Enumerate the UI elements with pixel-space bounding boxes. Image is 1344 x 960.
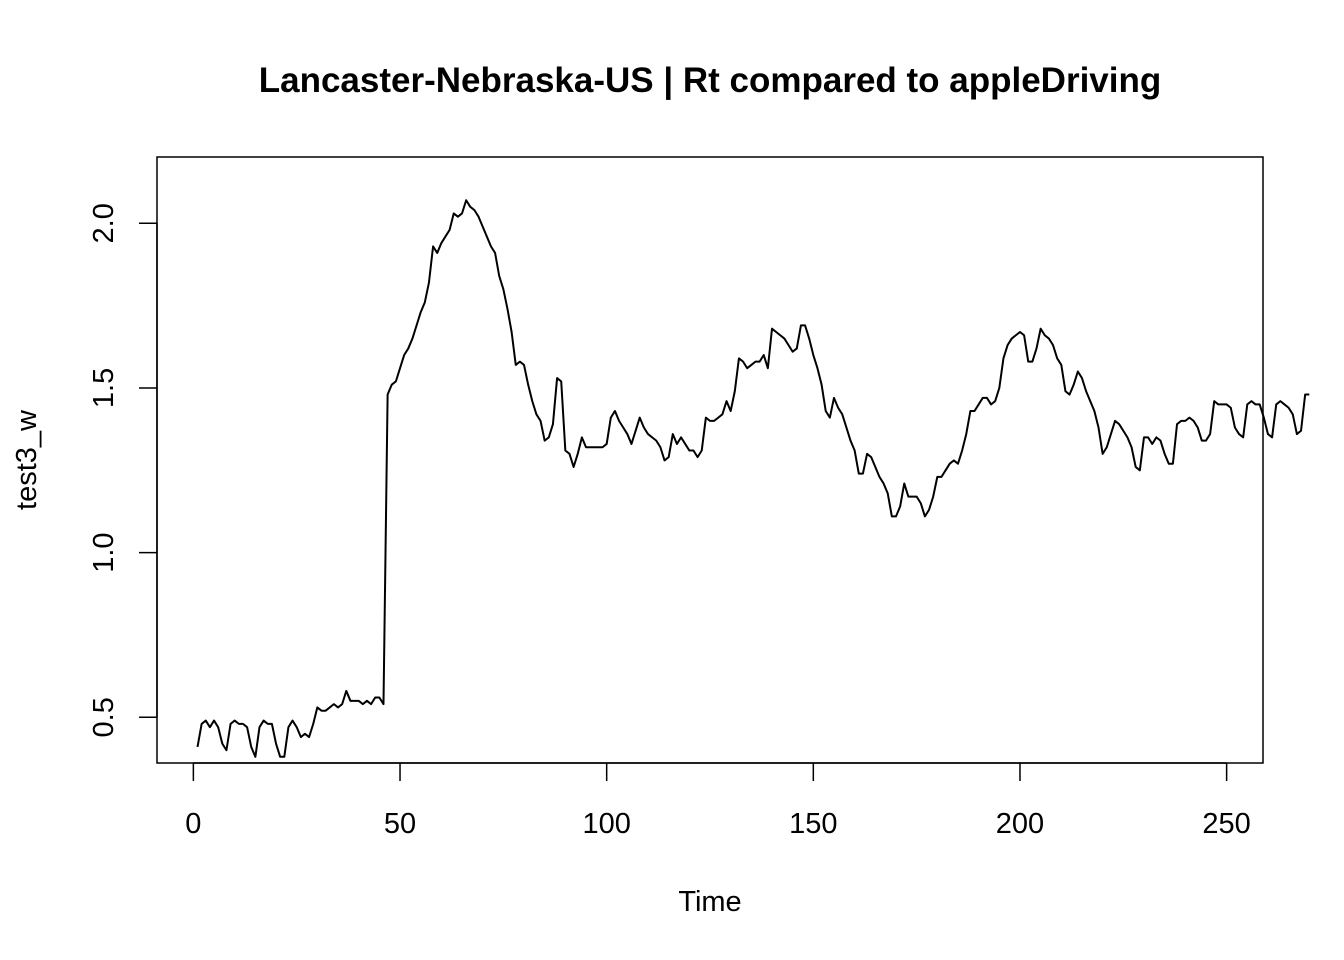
x-tick-label: 200: [996, 808, 1044, 840]
x-axis: 0 50 100 150 200 250: [185, 762, 1251, 840]
y-axis-title: test3_w: [11, 409, 43, 510]
x-tick-label: 100: [582, 808, 630, 840]
y-tick-label: 1.5: [88, 368, 120, 408]
series-line: [196, 199, 1310, 758]
plot-frame: [156, 156, 1264, 764]
x-tick-label: 250: [1202, 808, 1250, 840]
y-tick-label: 2.0: [88, 203, 120, 243]
y-tick-label: 1.0: [88, 532, 120, 572]
y-axis: 0.5 1.0 1.5 2.0: [88, 203, 158, 737]
x-axis-title: Time: [678, 886, 741, 918]
x-tick-label: 50: [384, 808, 416, 840]
chart-title: Lancaster-Nebraska-US | Rt compared to a…: [259, 61, 1162, 100]
x-tick-label: 150: [789, 808, 837, 840]
series-group: [196, 199, 1310, 758]
y-tick-label: 0.5: [88, 697, 120, 737]
x-tick-label: 0: [185, 808, 201, 840]
